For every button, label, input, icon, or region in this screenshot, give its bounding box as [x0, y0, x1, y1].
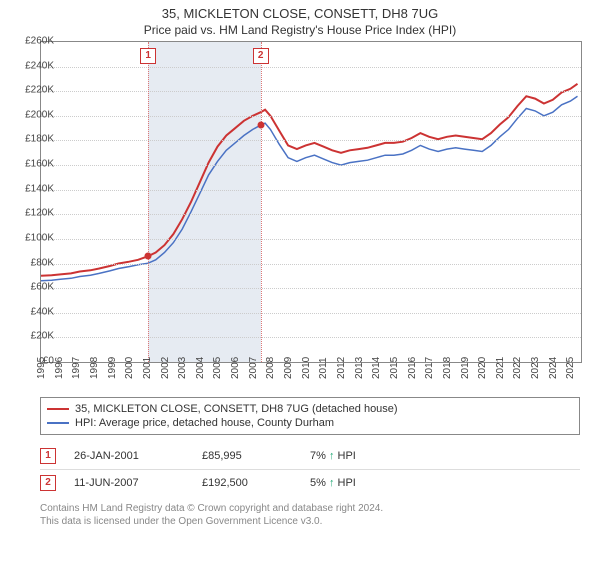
- y-axis-label: £40K: [31, 306, 54, 317]
- sale-hpi: 5% ↑ HPI: [310, 477, 580, 489]
- x-axis-label: 2009: [283, 357, 294, 379]
- y-axis-label: £60K: [31, 282, 54, 293]
- gridline: [41, 337, 581, 338]
- x-axis-label: 2007: [248, 357, 259, 379]
- footer-line-2: This data is licensed under the Open Gov…: [40, 515, 580, 528]
- x-axis-label: 2004: [195, 357, 206, 379]
- series-line: [41, 84, 578, 276]
- y-axis-label: £140K: [25, 183, 54, 194]
- up-arrow-icon: ↑: [329, 477, 335, 489]
- y-axis-label: £240K: [25, 60, 54, 71]
- chart-container: 12 £0£20K£40K£60K£80K£100K£120K£140K£160…: [40, 41, 600, 391]
- x-axis-label: 2021: [495, 357, 506, 379]
- series-line: [41, 96, 578, 281]
- x-axis-label: 2023: [530, 357, 541, 379]
- x-axis-label: 1996: [54, 357, 65, 379]
- sale-price: £85,995: [202, 450, 292, 462]
- gridline: [41, 239, 581, 240]
- x-axis-label: 2003: [177, 357, 188, 379]
- x-axis-label: 2006: [230, 357, 241, 379]
- legend-swatch: [47, 408, 69, 410]
- y-axis-label: £200K: [25, 109, 54, 120]
- x-axis-label: 2015: [389, 357, 400, 379]
- x-axis-label: 2017: [424, 357, 435, 379]
- y-axis-label: £180K: [25, 134, 54, 145]
- x-axis-label: 1997: [71, 357, 82, 379]
- footer: Contains HM Land Registry data © Crown c…: [40, 502, 580, 528]
- sale-marker: 1: [40, 448, 56, 464]
- y-axis-label: £260K: [25, 36, 54, 47]
- gridline: [41, 264, 581, 265]
- page-subtitle: Price paid vs. HM Land Registry's House …: [0, 23, 600, 37]
- event-marker-2: 2: [253, 48, 269, 64]
- sale-price: £192,500: [202, 477, 292, 489]
- event-marker-1: 1: [140, 48, 156, 64]
- sale-hpi: 7% ↑ HPI: [310, 450, 580, 462]
- x-axis-label: 2008: [265, 357, 276, 379]
- up-arrow-icon: ↑: [329, 450, 335, 462]
- plot-area: 12: [40, 41, 582, 363]
- x-axis-label: 2000: [124, 357, 135, 379]
- sales-table: 1 26-JAN-2001 £85,995 7% ↑ HPI 2 11-JUN-2007 £…: [40, 443, 600, 496]
- gridline: [41, 91, 581, 92]
- event-vline: [261, 42, 262, 362]
- footer-line-1: Contains HM Land Registry data © Crown c…: [40, 502, 580, 515]
- event-dot: [257, 122, 264, 129]
- gridline: [41, 214, 581, 215]
- legend-swatch: [47, 422, 69, 424]
- legend: 35, MICKLETON CLOSE, CONSETT, DH8 7UG (d…: [40, 397, 580, 435]
- y-axis-label: £20K: [31, 331, 54, 342]
- x-axis-label: 2024: [548, 357, 559, 379]
- x-axis-label: 2013: [354, 357, 365, 379]
- x-axis-label: 2016: [407, 357, 418, 379]
- x-axis-label: 2010: [301, 357, 312, 379]
- event-vline: [148, 42, 149, 362]
- gridline: [41, 288, 581, 289]
- legend-item: 35, MICKLETON CLOSE, CONSETT, DH8 7UG (d…: [47, 402, 573, 416]
- x-axis-label: 2001: [142, 357, 153, 379]
- y-axis-label: £100K: [25, 232, 54, 243]
- x-axis-label: 1999: [107, 357, 118, 379]
- y-axis-label: £220K: [25, 85, 54, 96]
- x-axis-label: 1998: [89, 357, 100, 379]
- x-axis-label: 2025: [565, 357, 576, 379]
- sale-marker: 2: [40, 475, 56, 491]
- y-axis-label: £80K: [31, 257, 54, 268]
- gridline: [41, 313, 581, 314]
- gridline: [41, 190, 581, 191]
- x-axis-label: 2012: [336, 357, 347, 379]
- x-axis-label: 2011: [318, 357, 329, 379]
- sale-row: 2 11-JUN-2007 £192,500 5% ↑ HPI: [40, 470, 580, 496]
- gridline: [41, 165, 581, 166]
- legend-item: HPI: Average price, detached house, Coun…: [47, 416, 573, 430]
- x-axis-label: 2014: [371, 357, 382, 379]
- gridline: [41, 67, 581, 68]
- chart-lines: [41, 42, 581, 362]
- sale-date: 11-JUN-2007: [74, 477, 184, 489]
- y-axis-label: £120K: [25, 208, 54, 219]
- x-axis-label: 2018: [442, 357, 453, 379]
- sale-row: 1 26-JAN-2001 £85,995 7% ↑ HPI: [40, 443, 580, 470]
- x-axis-label: 2022: [512, 357, 523, 379]
- x-axis-label: 2002: [160, 357, 171, 379]
- y-axis-label: £160K: [25, 159, 54, 170]
- x-axis-label: 2020: [477, 357, 488, 379]
- legend-label: HPI: Average price, detached house, Coun…: [75, 417, 334, 429]
- x-axis-label: 2005: [212, 357, 223, 379]
- x-axis-label: 1995: [36, 357, 47, 379]
- gridline: [41, 116, 581, 117]
- x-axis-label: 2019: [460, 357, 471, 379]
- sale-date: 26-JAN-2001: [74, 450, 184, 462]
- gridline: [41, 140, 581, 141]
- legend-label: 35, MICKLETON CLOSE, CONSETT, DH8 7UG (d…: [75, 403, 398, 415]
- event-dot: [145, 253, 152, 260]
- page-title: 35, MICKLETON CLOSE, CONSETT, DH8 7UG: [0, 6, 600, 21]
